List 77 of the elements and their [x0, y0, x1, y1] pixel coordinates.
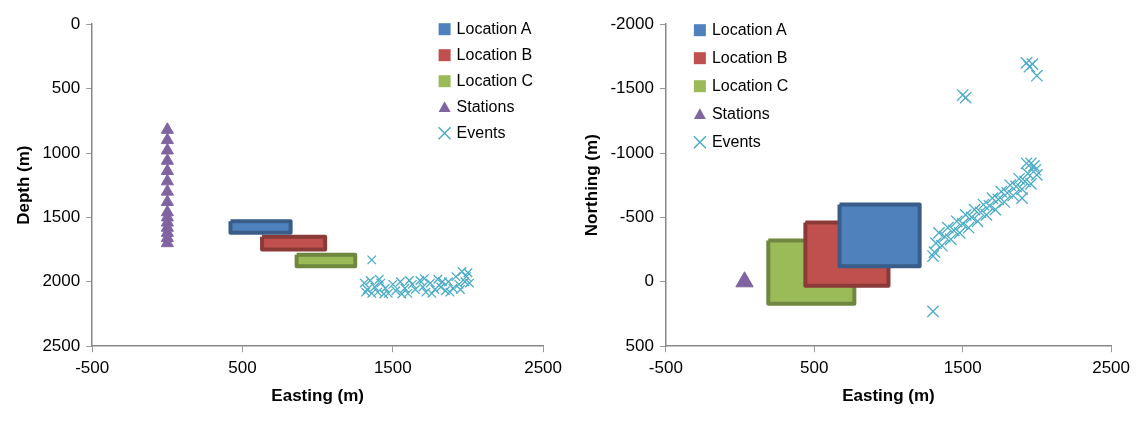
legend-label: Events [456, 123, 506, 141]
legend-label: Stations [711, 104, 770, 122]
legend-label: Location B [456, 45, 533, 63]
point [926, 305, 940, 318]
y-tick-label: 0 [70, 13, 81, 33]
point [404, 275, 415, 286]
point [160, 122, 174, 134]
point [160, 194, 174, 206]
point [402, 288, 413, 299]
legend-label: Location C [711, 76, 789, 94]
x-tick-label: 500 [800, 358, 829, 378]
x-tick-label: 2500 [1092, 358, 1130, 378]
point [387, 279, 398, 290]
point [395, 276, 406, 287]
point [926, 249, 940, 263]
point [160, 163, 174, 176]
y-tick-label: -500 [619, 207, 654, 227]
legend-label: Stations [456, 97, 515, 115]
point [938, 230, 952, 244]
x-tick-label: 2500 [524, 358, 562, 378]
x-tick-label: -500 [648, 358, 683, 378]
y-tick-label: 0 [644, 271, 654, 291]
point [410, 284, 421, 295]
point [366, 255, 377, 265]
point [1030, 168, 1044, 182]
legend-label: Location A [456, 19, 532, 37]
point [983, 199, 996, 213]
y-axis-title: Northing (m) [581, 134, 601, 237]
point [457, 266, 467, 277]
legend-label: Events [711, 132, 761, 150]
x-tick-label: 1500 [943, 358, 982, 378]
point [959, 208, 972, 222]
y-tick-label: 500 [625, 335, 654, 355]
y-tick-label: 2500 [42, 335, 81, 355]
y-tick-label: -1500 [610, 78, 654, 98]
point [160, 132, 174, 145]
y-tick-label: -1000 [610, 142, 654, 162]
x-tick-label: 500 [228, 358, 257, 378]
point [407, 279, 418, 290]
point [461, 271, 472, 282]
point [1029, 163, 1042, 177]
point [1030, 69, 1044, 83]
x-axis-title: Easting (m) [842, 386, 935, 406]
point [935, 239, 949, 253]
x-axis-title: Easting (m) [271, 386, 364, 406]
point [1018, 175, 1032, 188]
legend-label: Location C [456, 71, 534, 89]
point [1009, 180, 1023, 193]
y-axis-title: Depth (m) [13, 145, 33, 225]
y-tick-label: 1500 [42, 207, 81, 227]
point [160, 173, 174, 186]
point [974, 205, 987, 219]
point [1000, 186, 1014, 200]
y-tick-label: 2000 [42, 271, 81, 291]
point [383, 288, 394, 299]
point [160, 142, 174, 155]
point [396, 289, 407, 299]
point [429, 284, 440, 295]
point [160, 153, 174, 165]
legend-label: Location B [711, 48, 788, 66]
point [1020, 56, 1033, 70]
point [420, 287, 431, 297]
legend-label: Location A [711, 20, 787, 38]
point [160, 184, 174, 196]
y-tick-label: 500 [51, 78, 81, 98]
x-tick-label: 1500 [373, 358, 412, 378]
point [369, 282, 380, 292]
y-tick-label: 1000 [42, 142, 81, 162]
point [455, 284, 466, 295]
point [390, 285, 401, 296]
point [414, 275, 425, 286]
point [956, 217, 969, 231]
y-tick-label: -2000 [610, 13, 654, 33]
point [947, 223, 961, 237]
x-tick-label: -500 [75, 358, 110, 378]
point [366, 288, 377, 299]
point [399, 283, 410, 294]
